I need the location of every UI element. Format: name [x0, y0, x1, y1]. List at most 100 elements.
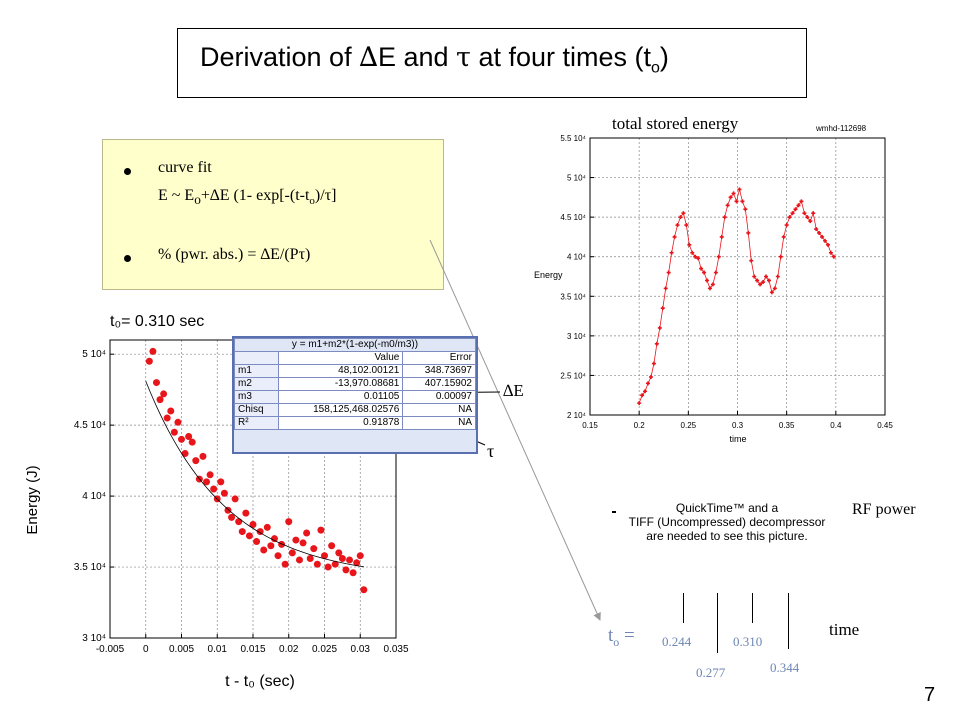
data-point: [188, 438, 196, 446]
time-label: time: [829, 620, 860, 639]
y-tick-label: 4 10⁴: [82, 491, 106, 502]
time-marker: [752, 593, 753, 623]
data-point: [156, 396, 164, 404]
delta-e-label: ∆E: [503, 381, 524, 400]
data-point: [228, 513, 236, 521]
t-value-0310: 0.310: [733, 634, 763, 649]
y-tick-label: 3 10⁴: [82, 633, 106, 644]
data-point: [306, 555, 314, 563]
left-y-axis-label: Energy (J): [24, 465, 41, 534]
x-tick-label: -0.005: [96, 644, 125, 655]
title-close: ): [659, 42, 669, 72]
y-tick-label: 3 10⁴: [567, 332, 587, 341]
data-point: [249, 520, 257, 528]
param-name: m1: [234, 364, 279, 378]
formula-a: E ~ E: [158, 187, 195, 204]
param-value: 0.01105: [277, 390, 404, 404]
data-point: [199, 452, 207, 460]
time-marker: [717, 593, 718, 653]
page-number: 7: [924, 684, 936, 706]
param-error: 348.73697: [402, 364, 476, 378]
page-title: Derivation of ∆E and τ at four times (to…: [200, 42, 669, 77]
y-tick-label: 2.5 10⁴: [560, 371, 586, 380]
x-tick-label: 0.03: [351, 644, 371, 655]
data-point: [295, 556, 303, 564]
data-point: [192, 457, 200, 465]
t0-pointer-line: [429, 239, 601, 621]
data-point: [245, 532, 253, 540]
t0-label: to =: [608, 625, 635, 650]
data-point: [637, 401, 642, 406]
data-point: [231, 495, 239, 503]
param-error: NA: [402, 403, 476, 417]
data-point: [328, 542, 336, 550]
table-row: m1 48,102.00121 348.73697: [234, 364, 476, 378]
right-chart-title: total stored energy: [612, 114, 739, 133]
data-point: [335, 549, 343, 557]
data-point: [217, 478, 225, 486]
param-name: m2: [234, 377, 279, 391]
title-mid: E and: [377, 42, 456, 72]
title-prefix: Derivation of: [200, 42, 360, 72]
t-value-0244: 0.244: [662, 634, 692, 649]
rf-power-label: RF power: [852, 501, 916, 518]
data-point: [346, 556, 354, 564]
y-tick-label: 5 10⁴: [82, 349, 106, 360]
data-point: [145, 357, 153, 365]
param-error: NA: [402, 416, 476, 430]
t-value-0277: 0.277: [696, 665, 726, 680]
t0-eq: =: [619, 625, 635, 646]
formula-sub2: o: [309, 195, 315, 208]
x-tick-label: 0.015: [240, 644, 265, 655]
title-box: [177, 28, 807, 98]
data-point: [267, 542, 275, 550]
y-tick-label: 3.5 10⁴: [74, 562, 106, 573]
t-value-0344: 0.344: [770, 660, 800, 675]
header-cell: Value: [277, 351, 404, 365]
param-name: R²: [234, 416, 279, 430]
data-point: [149, 347, 157, 355]
data-point: [338, 555, 346, 563]
curve-fit-box: [102, 139, 444, 290]
x-tick-label: 0: [143, 644, 149, 655]
data-point: [185, 432, 193, 440]
x-tick-label: 0.025: [312, 644, 337, 655]
data-point: [317, 526, 325, 534]
x-tick-label: 0.02: [279, 644, 299, 655]
data-point: [292, 536, 300, 544]
data-point: [331, 560, 339, 568]
data-point: [321, 552, 328, 560]
x-tick-label: 0.25: [681, 421, 697, 430]
fit-curve: [145, 380, 364, 568]
quicktime-placeholder: QuickTime™ and a TIFF (Uncompressed) dec…: [612, 501, 842, 543]
table-row: m2 -13,970.08681 407.15902: [234, 377, 476, 391]
x-tick-label: 0.035: [383, 644, 408, 655]
y-tick-label: 5 10⁴: [567, 174, 587, 183]
data-point: [170, 428, 178, 436]
data-point: [203, 478, 211, 486]
data-point: [324, 563, 332, 571]
data-point: [310, 545, 318, 553]
data-point: [163, 414, 171, 422]
left-chart-title: t₀= 0.310 sec: [110, 313, 204, 330]
data-point: [238, 528, 246, 536]
param-value: 0.91878: [277, 416, 404, 430]
t0-t: t: [608, 625, 614, 646]
time-marker: [788, 593, 789, 649]
x-tick-label: 0.35: [779, 421, 795, 430]
title-tau: τ: [456, 42, 471, 73]
data-point: [206, 471, 214, 479]
left-x-axis-label: t - t₀ (sec): [225, 673, 295, 690]
formula-c: )/τ]: [314, 187, 337, 204]
fit-formula-row: y = m1+m2*(1-exp(-m0/m3)): [234, 338, 476, 352]
table-row: m3 0.01105 0.00097: [234, 390, 476, 404]
data-point: [253, 538, 261, 546]
param-name: m3: [234, 390, 279, 404]
image-placeholder-mark: [612, 511, 616, 513]
x-tick-label: 0.45: [877, 421, 893, 430]
y-tick-label: 4.5 10⁴: [74, 420, 106, 431]
x-tick-label: 0.01: [208, 644, 228, 655]
x-tick-label: 0.2: [634, 421, 646, 430]
bullet-icon: [124, 255, 131, 262]
formula-sub: o: [194, 192, 201, 208]
